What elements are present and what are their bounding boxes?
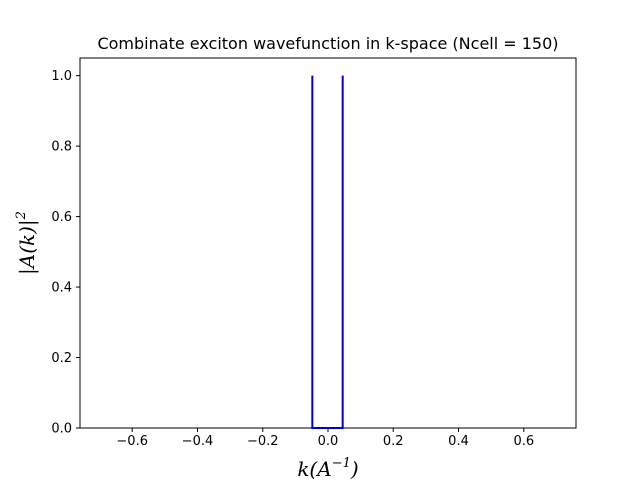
x-tick-label: 0.4 bbox=[448, 434, 469, 449]
x-tick-label: −0.2 bbox=[247, 434, 279, 449]
x-tick-label: 0.2 bbox=[383, 434, 404, 449]
x-tick-label: 0.0 bbox=[318, 434, 339, 449]
plot-area bbox=[79, 57, 577, 429]
x-axis-label: k(A−1) bbox=[297, 456, 358, 480]
series-layer bbox=[311, 75, 344, 429]
axes-frame bbox=[79, 57, 577, 429]
x-tick-label: −0.6 bbox=[116, 434, 148, 449]
series-line bbox=[311, 75, 344, 429]
y-tick-label: 0.4 bbox=[51, 281, 72, 296]
x-tick-label: −0.4 bbox=[182, 434, 214, 449]
y-axis: 0.0 0.2 0.4 0.6 0.8 1.0 bbox=[51, 69, 80, 437]
y-tick-label: 0.8 bbox=[51, 140, 72, 155]
y-tick-label: 1.0 bbox=[51, 69, 72, 84]
y-tick-label: 0.6 bbox=[51, 210, 72, 225]
y-tick-label: 0.0 bbox=[51, 422, 72, 437]
x-tick-label: 0.6 bbox=[513, 434, 534, 449]
chart-title: Combinate exciton wavefunction in k-spac… bbox=[97, 34, 558, 53]
x-axis: −0.6 −0.4 −0.2 0.0 0.2 0.4 0.6 bbox=[116, 428, 534, 449]
y-axis-label: |A(k)|2 bbox=[14, 211, 40, 275]
y-tick-label: 0.2 bbox=[51, 351, 72, 366]
